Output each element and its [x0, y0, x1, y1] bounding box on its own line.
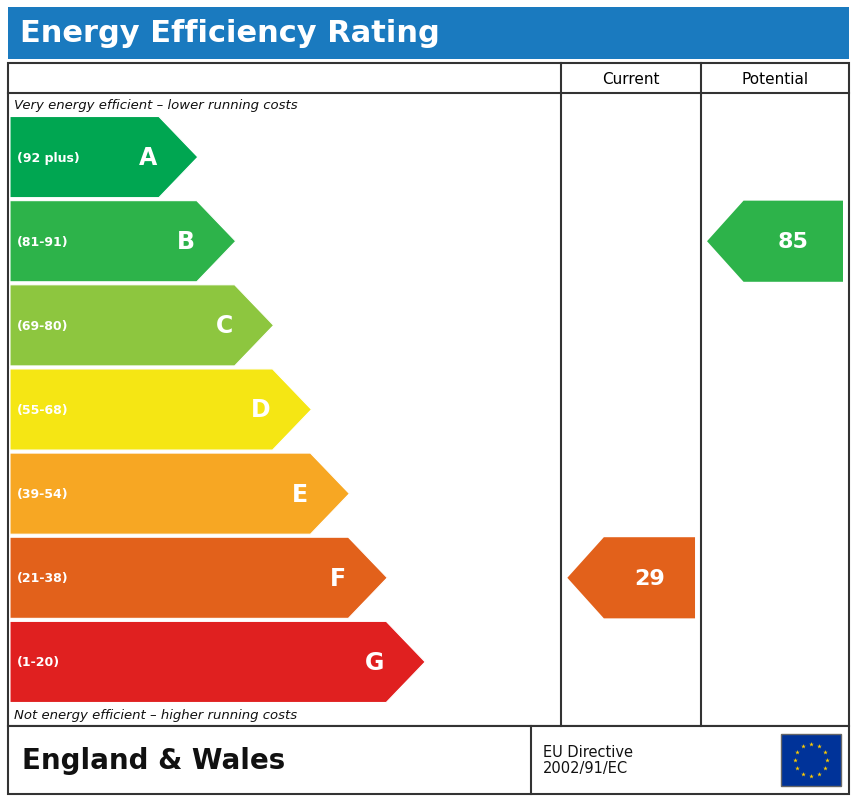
Text: F: F [330, 566, 346, 590]
Polygon shape [10, 453, 350, 535]
Text: (92 plus): (92 plus) [17, 152, 80, 164]
Text: Current: Current [602, 71, 660, 87]
Text: (1-20): (1-20) [17, 655, 60, 669]
Text: (21-38): (21-38) [17, 572, 69, 585]
Text: (81-91): (81-91) [17, 236, 69, 249]
Text: 29: 29 [634, 568, 665, 588]
Text: C: C [215, 314, 232, 338]
Text: A: A [139, 146, 157, 170]
Polygon shape [10, 537, 387, 618]
Text: 2002/91/EC: 2002/91/EC [543, 760, 628, 776]
Polygon shape [10, 201, 236, 282]
Text: G: G [365, 650, 384, 674]
Text: EU Directive: EU Directive [543, 744, 633, 759]
Bar [8, 726, 849, 794]
Bar [781, 734, 841, 786]
Bar [8, 64, 849, 726]
Text: (39-54): (39-54) [17, 488, 69, 500]
Polygon shape [567, 537, 695, 618]
Text: 85: 85 [778, 232, 809, 252]
Polygon shape [707, 201, 843, 282]
Text: E: E [292, 482, 309, 506]
Polygon shape [10, 117, 198, 198]
Text: England & Wales: England & Wales [22, 746, 285, 774]
Polygon shape [10, 622, 425, 703]
Text: Not energy efficient – higher running costs: Not energy efficient – higher running co… [14, 709, 297, 722]
Text: (69-80): (69-80) [17, 319, 69, 333]
Text: Potential: Potential [741, 71, 808, 87]
Text: (55-68): (55-68) [17, 403, 69, 416]
Text: D: D [251, 398, 271, 422]
Text: Very energy efficient – lower running costs: Very energy efficient – lower running co… [14, 99, 297, 111]
Text: B: B [177, 230, 195, 254]
Polygon shape [10, 370, 311, 451]
Text: Energy Efficiency Rating: Energy Efficiency Rating [20, 19, 440, 48]
Polygon shape [10, 286, 273, 367]
Bar [8, 8, 849, 60]
